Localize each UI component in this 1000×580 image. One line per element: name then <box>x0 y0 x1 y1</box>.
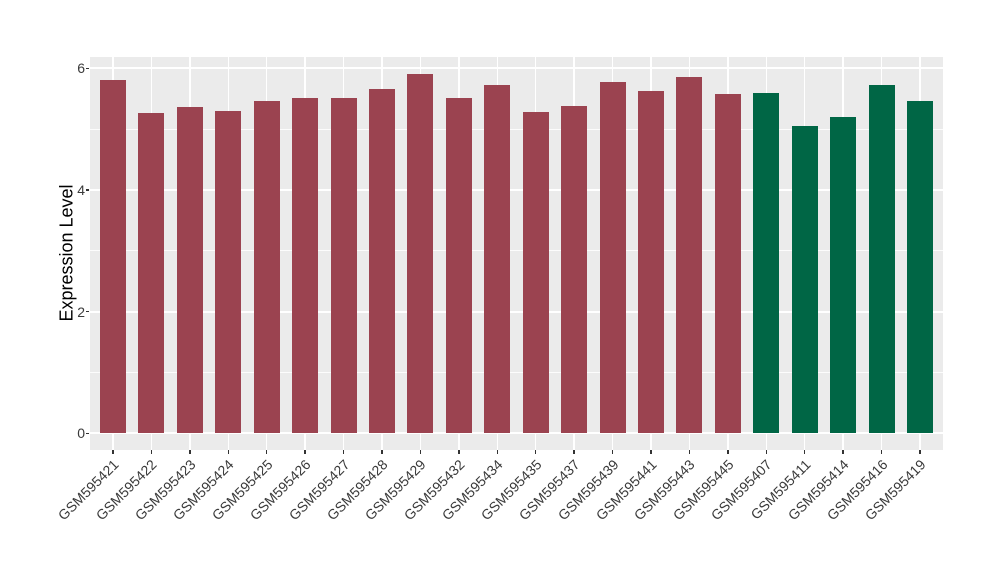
x-tick-mark <box>842 450 844 454</box>
bar-GSM595421 <box>100 79 127 434</box>
bar-GSM595434 <box>484 84 511 434</box>
x-tick-mark <box>803 450 806 454</box>
x-tick-mark <box>919 450 921 454</box>
x-tick-mark <box>573 450 575 454</box>
y-axis-title: Expression Level <box>56 184 77 322</box>
x-tick-mark <box>150 450 153 454</box>
x-tick-mark <box>227 450 230 454</box>
bar-GSM595424 <box>215 110 242 434</box>
bar-GSM595443 <box>676 76 703 434</box>
x-tick-mark <box>381 450 383 454</box>
x-tick-mark <box>534 450 537 454</box>
y-tick-mark <box>86 432 89 435</box>
bar-GSM595426 <box>292 97 319 434</box>
x-tick-mark <box>688 450 691 454</box>
major-gridline <box>90 188 943 191</box>
x-tick-mark <box>265 450 268 454</box>
bar-GSM595416 <box>868 85 895 434</box>
minor-gridline <box>90 371 943 373</box>
x-tick-mark <box>727 450 729 454</box>
y-tick-label: 6 <box>77 60 85 77</box>
x-tick-mark <box>189 450 191 454</box>
x-tick-mark <box>458 450 460 454</box>
bar-GSM595423 <box>176 106 203 434</box>
x-tick-mark <box>880 450 883 454</box>
bar-GSM595419 <box>906 101 933 434</box>
x-tick-mark <box>342 450 345 454</box>
bar-GSM595422 <box>138 113 165 434</box>
bar-GSM595407 <box>753 92 780 434</box>
bar-GSM595437 <box>561 106 588 434</box>
x-tick-mark <box>650 450 652 454</box>
bar-GSM595441 <box>637 91 664 434</box>
y-tick-mark <box>86 189 89 191</box>
y-tick-mark <box>86 67 89 70</box>
x-tick-mark <box>419 450 422 454</box>
minor-gridline <box>90 128 943 130</box>
bar-GSM595425 <box>253 101 280 434</box>
bar-GSM595428 <box>369 89 396 434</box>
y-tick-mark <box>86 310 89 313</box>
bar-GSM595435 <box>522 111 549 434</box>
x-tick-mark <box>611 450 614 454</box>
y-tick-label: 4 <box>77 181 85 198</box>
bar-GSM595427 <box>330 97 357 434</box>
bar-GSM595414 <box>830 116 857 434</box>
bar-GSM595411 <box>791 126 818 434</box>
plot-panel <box>90 57 943 450</box>
minor-gridline <box>90 250 943 252</box>
y-tick-label: 0 <box>77 425 85 442</box>
x-tick-mark <box>112 450 114 454</box>
x-tick-mark <box>304 450 306 454</box>
bar-GSM595432 <box>445 98 472 434</box>
x-tick-mark <box>765 450 767 454</box>
major-gridline <box>90 310 943 313</box>
bar-GSM595445 <box>714 93 741 434</box>
y-tick-label: 2 <box>77 303 85 320</box>
major-gridline <box>90 67 943 70</box>
bar-GSM595429 <box>407 74 434 434</box>
bar-GSM595439 <box>599 81 626 434</box>
major-gridline <box>90 432 943 435</box>
x-tick-mark <box>496 450 499 454</box>
